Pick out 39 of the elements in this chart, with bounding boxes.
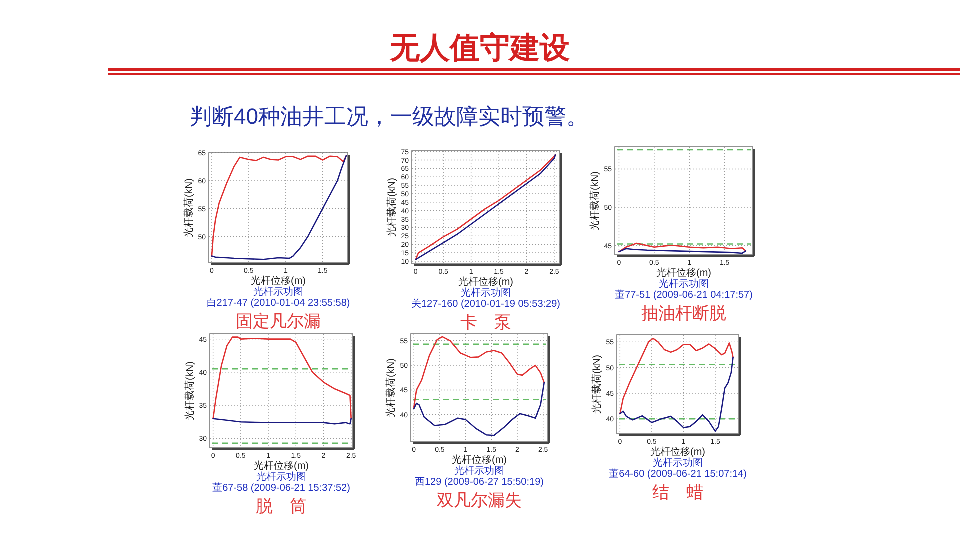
text: 结 蜡 [652,483,704,502]
x-axis-title: 光杆位移(m) [458,276,514,288]
x-axis-title: 光杆位移(m) [452,454,507,466]
text: 光杆示功图 [653,457,703,469]
line-series [620,338,734,415]
text: 双凡尔漏失 [437,491,522,510]
x-axis-title: 光杆位移(m) [656,267,712,279]
x-axis-title: 光杆位移(m) [650,446,706,458]
y-axis-title: 光杆载荷(kN) [386,178,398,237]
text: 光杆示功图 [454,465,504,477]
text: 脱 筒 [256,497,307,516]
text: 董67-58 (2009-06-21 15:37:52) [212,482,350,494]
x-axis-title: 光杆位移(m) [251,275,306,287]
text: 光杆示功图 [659,278,709,290]
text: 光杆示功图 [461,287,511,299]
text: 白217-47 (2010-01-04 23:55:58) [206,297,350,309]
text: 光杆示功图 [254,286,304,298]
y-axis-title: 光杆载荷(kN) [591,355,603,414]
y-axis-title: 光杆载荷(kN) [589,172,601,230]
y-axis-title: 光杆载荷(kN) [183,178,195,238]
text: 光杆示功图 [256,471,306,483]
text: 董64-60 (2009-06-21 15:07:14) [609,468,747,480]
text: 无人值守建设 [389,31,570,65]
text: 关127-160 (2010-01-19 05:53:29) [412,298,560,310]
text: 判断40种油井工况，一级故障实时预警。 [190,104,588,129]
text: 西129 (2009-06-27 15:50:19) [415,477,544,488]
line-series [618,242,747,253]
y-axis-title: 光杆载荷(kN) [184,362,196,420]
line-series [413,336,546,408]
line-series [620,356,734,432]
text: 董77-51 (2009-06-21 04:17:57) [615,289,753,301]
x-axis-title: 光杆位移(m) [254,460,309,472]
line-series [415,154,556,260]
line-series [413,382,546,436]
line-series [212,336,352,420]
text: 抽油杆断脱 [642,304,726,323]
text: 固定凡尔漏 [236,312,321,331]
y-axis-title: 光杆载荷(kN) [385,358,397,418]
text: 卡 泵 [460,313,512,332]
